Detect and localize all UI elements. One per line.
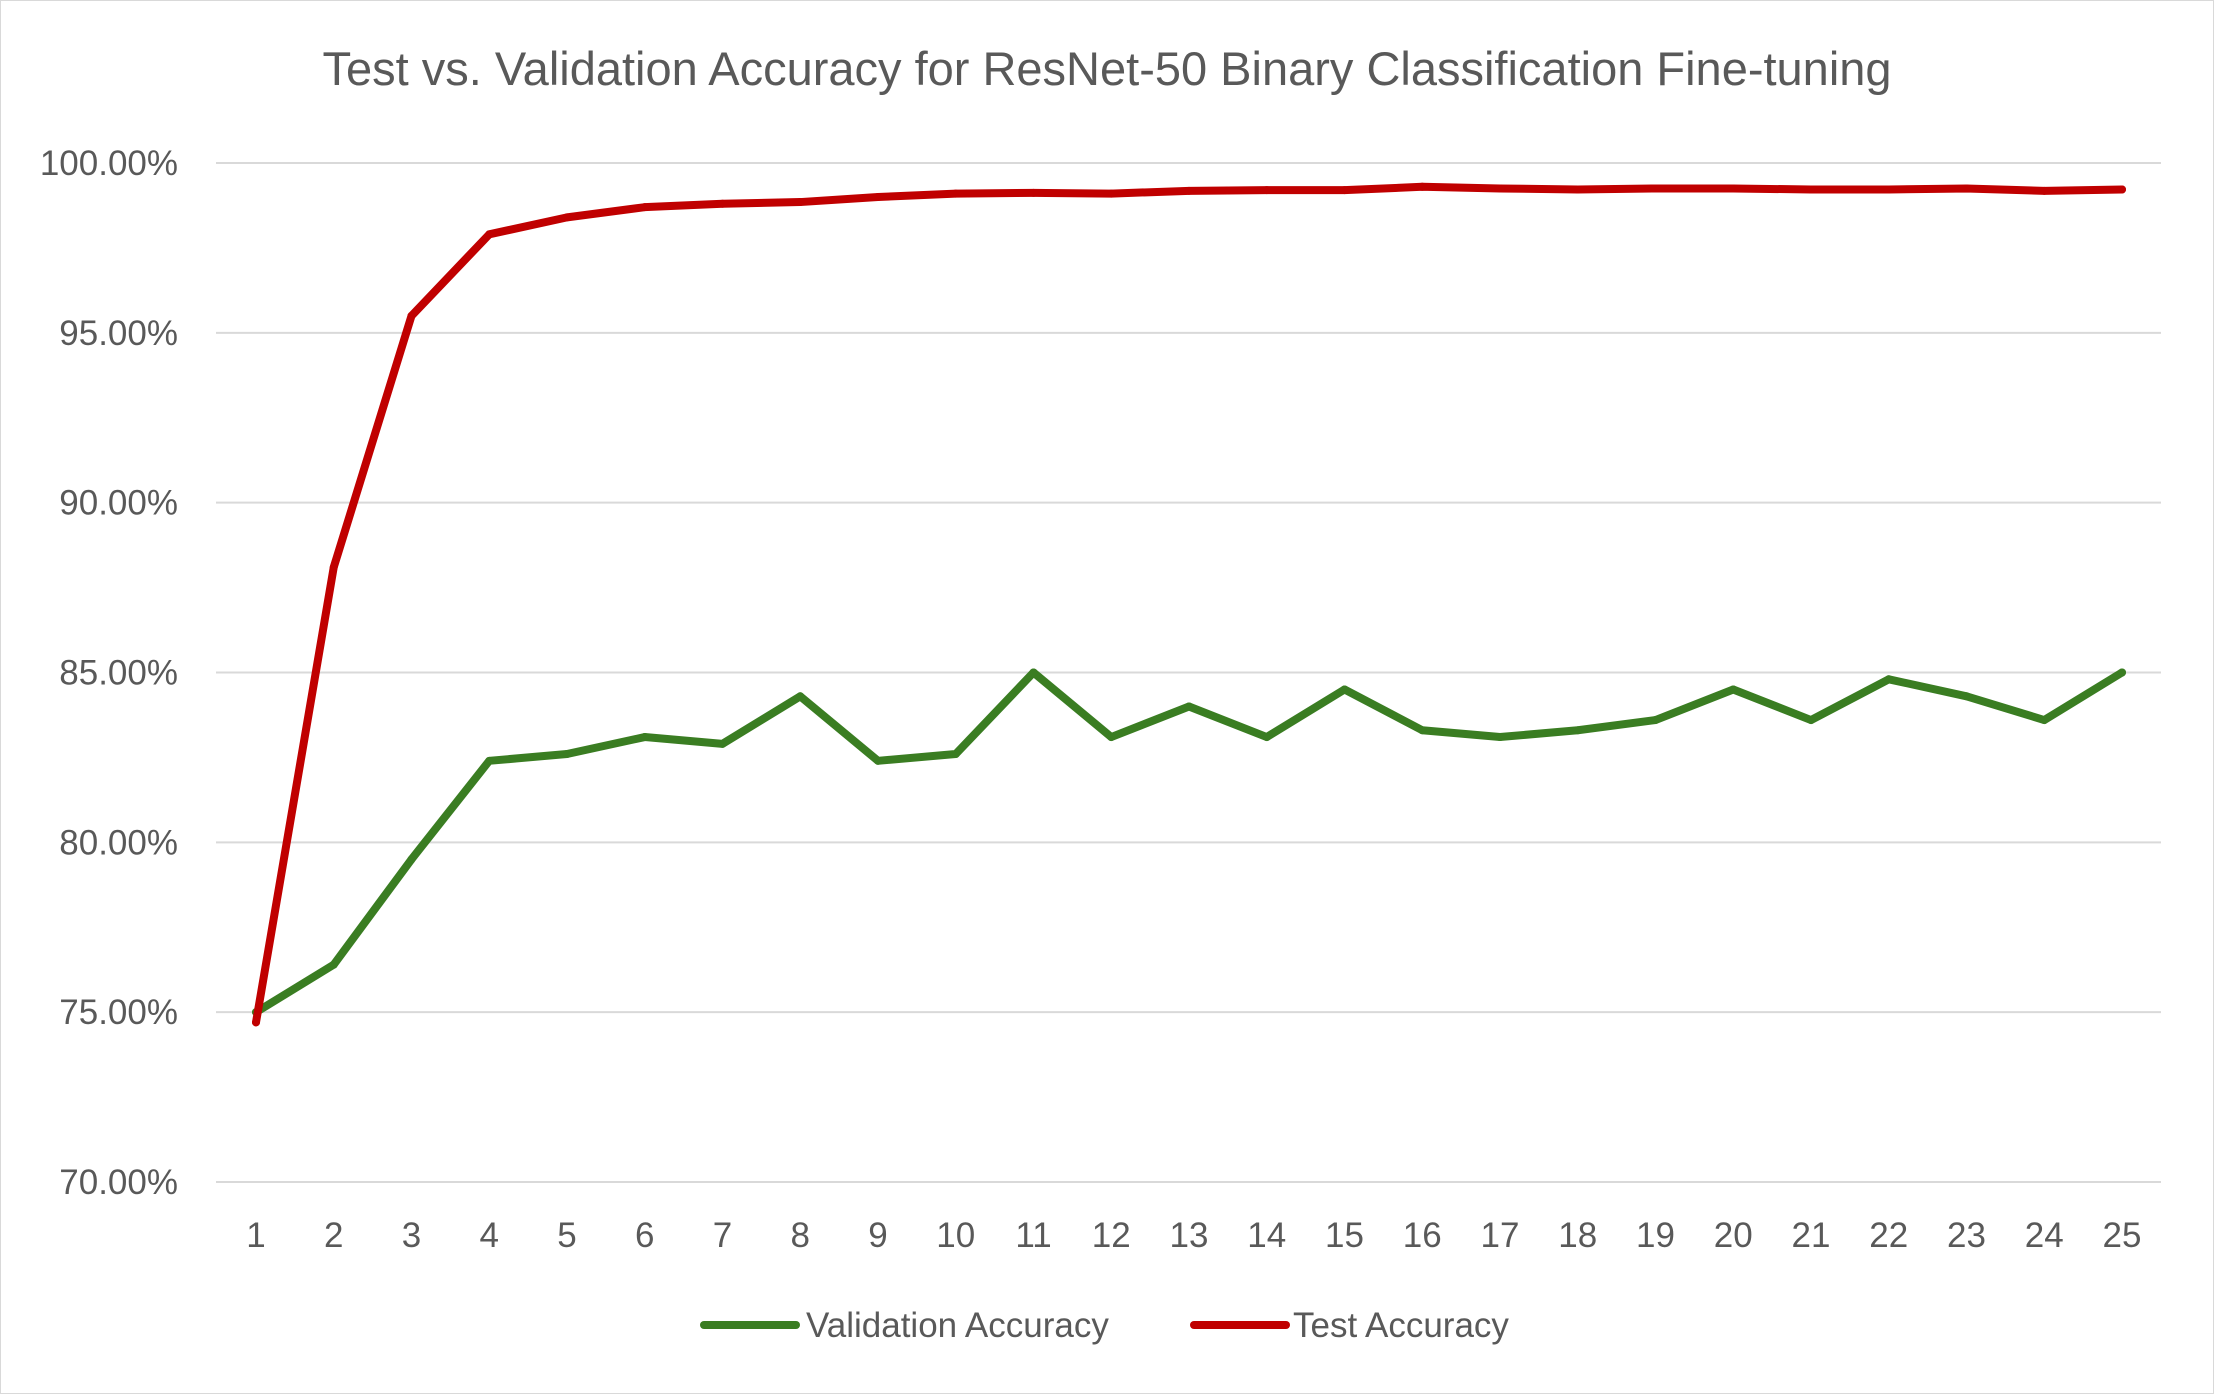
y-tick-label: 85.00% <box>59 654 178 693</box>
x-tick-label: 11 <box>1015 1216 1051 1255</box>
data-point-test <box>1807 185 1815 194</box>
data-point-validation <box>1340 685 1349 694</box>
data-point-test <box>1418 182 1427 191</box>
x-tick-label: 20 <box>1714 1216 1753 1255</box>
data-point-validation <box>1418 726 1427 735</box>
data-point-validation <box>1185 702 1193 711</box>
data-point-validation <box>329 960 338 969</box>
y-tick-label: 90.00% <box>59 484 178 523</box>
data-point-test <box>1962 184 1971 193</box>
y-tick-label: 95.00% <box>59 314 178 353</box>
x-tick-label: 21 <box>1792 1216 1831 1255</box>
data-point-validation <box>1962 692 1971 701</box>
data-point-validation <box>563 750 571 759</box>
x-tick-label: 24 <box>2025 1216 2064 1255</box>
data-point-test <box>252 1018 260 1027</box>
data-point-test <box>718 199 727 208</box>
data-point-validation <box>640 733 649 742</box>
x-tick-label: 4 <box>480 1216 499 1255</box>
x-tick-label: 12 <box>1092 1216 1131 1255</box>
data-point-validation <box>1262 733 1271 742</box>
legend-label: Validation Accuracy <box>806 1306 1109 1345</box>
x-tick-label: 9 <box>868 1216 887 1255</box>
x-tick-label: 2 <box>324 1216 343 1255</box>
data-point-test <box>951 189 960 198</box>
x-tick-label: 23 <box>1947 1216 1986 1255</box>
data-point-test <box>640 203 649 212</box>
data-point-test <box>1729 184 1738 193</box>
legend: Validation Accuracy Test Accuracy <box>700 1306 1509 1345</box>
gridlines <box>216 162 2161 1183</box>
plot-series <box>252 182 2126 1027</box>
x-tick-label: 18 <box>1558 1216 1597 1255</box>
data-point-validation <box>1884 675 1893 684</box>
data-point-validation <box>1807 716 1815 725</box>
x-tick-label: 17 <box>1481 1216 1520 1255</box>
data-point-validation <box>1496 733 1504 742</box>
x-tick-label: 14 <box>1247 1216 1286 1255</box>
x-axis-tick-labels: 1 2 3 4 5 6 7 8 9 10 11 12 13 14 15 16 17 18 19 20 21 22 23 24 2… <box>246 1216 2141 1255</box>
data-point-validation <box>951 750 960 759</box>
data-point-test <box>1107 189 1116 198</box>
data-point-test <box>2040 186 2049 195</box>
x-tick-label: 19 <box>1636 1216 1675 1255</box>
data-point-test <box>485 230 494 239</box>
x-tick-label: 13 <box>1170 1216 1209 1255</box>
data-point-test <box>1496 184 1504 193</box>
x-tick-label: 16 <box>1403 1216 1442 1255</box>
data-point-validation <box>874 756 882 765</box>
data-point-validation <box>407 855 416 864</box>
legend-label: Test Accuracy <box>1293 1306 1509 1345</box>
x-tick-label: 7 <box>713 1216 732 1255</box>
data-point-test <box>874 192 882 201</box>
data-point-validation <box>1107 733 1116 742</box>
x-tick-label: 15 <box>1325 1216 1364 1255</box>
x-tick-label: 3 <box>402 1216 421 1255</box>
chart-title: Test vs. Validation Accuracy for ResNet-… <box>322 42 1891 95</box>
data-point-test <box>407 311 416 320</box>
data-point-validation <box>1029 668 1038 677</box>
x-tick-label: 25 <box>2103 1216 2142 1255</box>
data-point-validation <box>1729 685 1738 694</box>
data-point-test <box>1185 186 1193 195</box>
x-tick-label: 1 <box>246 1216 265 1255</box>
data-point-test <box>1029 188 1038 197</box>
data-point-test <box>1884 185 1893 194</box>
y-tick-label: 100.00% <box>40 144 178 183</box>
x-tick-label: 8 <box>791 1216 810 1255</box>
y-tick-label: 75.00% <box>59 993 178 1032</box>
data-point-validation <box>485 756 494 765</box>
data-point-validation <box>796 692 805 701</box>
data-point-test <box>2118 185 2126 194</box>
x-tick-label: 22 <box>1869 1216 1908 1255</box>
data-point-test <box>1262 186 1271 195</box>
data-point-test <box>1340 186 1349 195</box>
data-point-validation <box>1573 726 1582 735</box>
data-point-validation <box>718 739 727 748</box>
y-tick-label: 70.00% <box>59 1163 178 1202</box>
data-point-validation <box>2118 668 2126 677</box>
x-tick-label: 5 <box>557 1216 576 1255</box>
data-point-validation <box>2040 716 2049 725</box>
y-tick-label: 80.00% <box>59 823 178 862</box>
series-line-test-accuracy <box>252 182 2126 1027</box>
x-tick-label: 6 <box>635 1216 654 1255</box>
y-axis-tick-labels: 70.00% 75.00% 80.00% 85.00% 90.00% 95.00% 100.… <box>40 144 178 1202</box>
data-point-test <box>329 563 338 572</box>
x-tick-label: 10 <box>936 1216 975 1255</box>
data-point-test <box>1573 185 1582 194</box>
data-point-validation <box>1651 716 1660 725</box>
data-point-test <box>563 213 571 222</box>
data-point-test <box>796 198 805 207</box>
data-point-test <box>1651 184 1660 193</box>
